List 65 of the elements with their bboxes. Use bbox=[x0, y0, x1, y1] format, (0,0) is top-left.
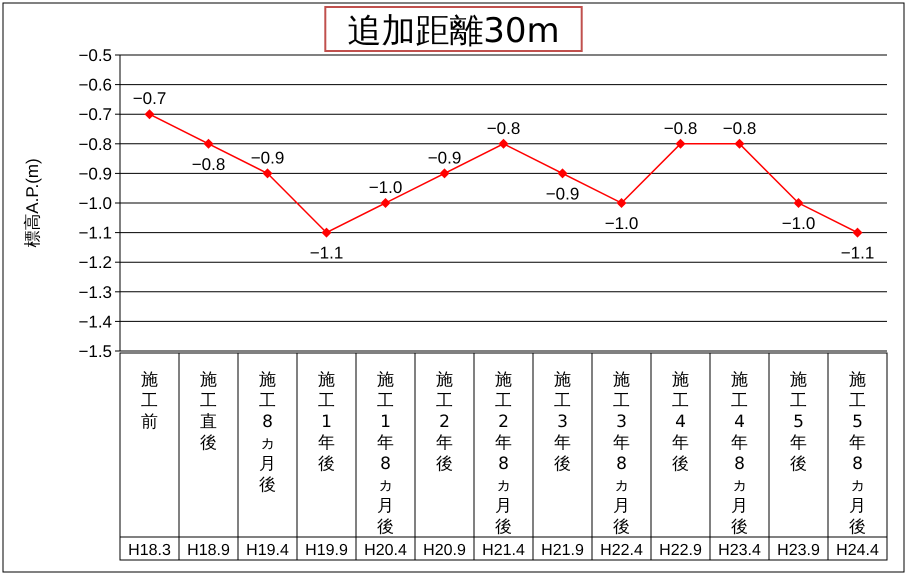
y-tick-label: −0.8 bbox=[78, 134, 112, 154]
text: H23.4 bbox=[718, 542, 761, 559]
x-tick-label: 施工5年後 bbox=[790, 370, 807, 474]
data-label: −1.0 bbox=[782, 214, 816, 233]
x-tick-label: 施工8ヵ月後 bbox=[259, 370, 276, 495]
y-tick-label: −1.1 bbox=[78, 224, 112, 243]
point bbox=[204, 138, 214, 149]
y-tick-label: −1.5 bbox=[78, 342, 112, 361]
x-tick-label: 施工3年後 bbox=[554, 370, 571, 474]
data-label: −0.7 bbox=[132, 89, 166, 108]
point bbox=[558, 168, 568, 178]
text: H20.9 bbox=[423, 542, 466, 559]
text: H23.9 bbox=[777, 542, 820, 559]
y-tick-label: −0.6 bbox=[78, 76, 112, 95]
y-tick-label: −0.7 bbox=[78, 105, 112, 124]
point bbox=[852, 228, 862, 238]
text: H18.9 bbox=[187, 542, 230, 559]
y-axis-title: 標高A.P.(m) bbox=[23, 158, 42, 248]
x-tick-label: 施工2年8ヵ月後 bbox=[495, 370, 512, 537]
point bbox=[676, 138, 686, 149]
x-tick-label: 施工4年8ヵ月後 bbox=[731, 370, 748, 537]
point bbox=[734, 138, 744, 149]
data-label: −0.9 bbox=[428, 148, 462, 168]
x-tick-label: 施工直後 bbox=[200, 370, 217, 453]
x-tick-label: 施工5年8ヵ月後 bbox=[849, 370, 866, 537]
point bbox=[144, 109, 154, 120]
x-tick-label: 施工4年後 bbox=[672, 370, 689, 474]
y-tick-label: −0.9 bbox=[78, 164, 112, 184]
text: H19.9 bbox=[305, 542, 348, 559]
x-tick-label: 施工3年8ヵ月後 bbox=[613, 370, 630, 537]
point bbox=[440, 168, 450, 178]
data-label: −0.8 bbox=[192, 154, 226, 174]
point bbox=[498, 138, 508, 149]
data-label: −0.9 bbox=[250, 148, 284, 168]
point bbox=[322, 228, 332, 238]
text: H22.4 bbox=[600, 542, 643, 559]
y-tick-label: −0.5 bbox=[78, 46, 112, 65]
data-label: −0.8 bbox=[722, 118, 756, 138]
data-label: −0.9 bbox=[546, 184, 580, 204]
point bbox=[794, 198, 804, 208]
text: H21.4 bbox=[482, 542, 525, 559]
y-tick-label: −1.4 bbox=[78, 312, 112, 332]
y-tick-label: −1.2 bbox=[78, 253, 112, 272]
text: H21.9 bbox=[541, 542, 584, 559]
data-label: −1.1 bbox=[840, 244, 874, 263]
data-label: −1.0 bbox=[368, 178, 402, 197]
y-tick-label: −1.0 bbox=[78, 194, 112, 213]
text: H22.9 bbox=[659, 542, 702, 559]
text: H20.4 bbox=[364, 542, 407, 559]
point bbox=[380, 198, 390, 208]
point bbox=[262, 168, 272, 178]
data-label: −0.8 bbox=[664, 118, 698, 138]
data-label: −1.0 bbox=[604, 214, 638, 233]
chart-title: 追加距離30m bbox=[347, 11, 560, 51]
data-label: −0.8 bbox=[486, 118, 520, 138]
text: H18.3 bbox=[128, 542, 171, 559]
x-tick-label: 施工1年後 bbox=[318, 370, 335, 474]
data-label: −1.1 bbox=[310, 244, 344, 263]
text: H19.4 bbox=[246, 542, 289, 559]
x-tick-label: 施工2年後 bbox=[436, 370, 453, 474]
x-tick-label: 施工前 bbox=[141, 370, 158, 432]
y-tick-label: −1.3 bbox=[78, 282, 112, 302]
x-tick-label: 施工1年8ヵ月後 bbox=[377, 370, 394, 537]
point bbox=[616, 198, 626, 208]
text: H24.4 bbox=[836, 542, 879, 559]
